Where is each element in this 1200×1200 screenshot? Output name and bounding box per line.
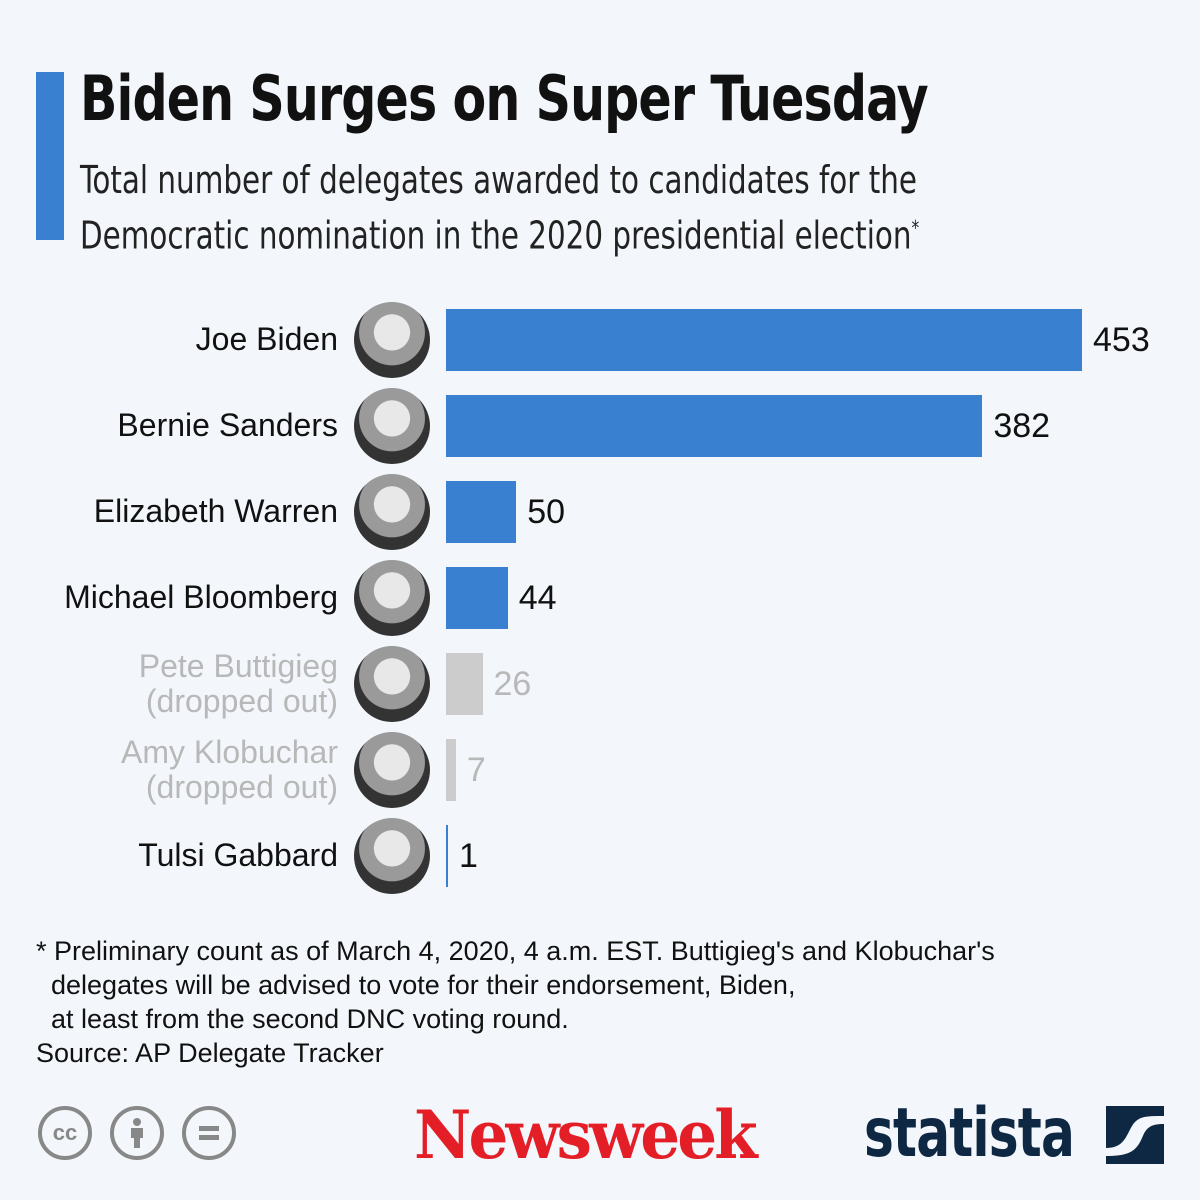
subtitle-line-2: Democratic nomination in the 2020 presid… (80, 213, 912, 258)
attribution-icon[interactable] (110, 1106, 164, 1160)
candidate-photo (354, 732, 430, 808)
category-label: Joe Biden (196, 322, 338, 357)
candidate-name: Michael Bloomberg (64, 579, 338, 615)
creative-commons-icon[interactable]: cc (38, 1106, 92, 1160)
category-label: Tulsi Gabbard (138, 838, 338, 873)
candidate-photo (354, 302, 430, 378)
candidate-note: (dropped out) (145, 683, 338, 719)
bar (446, 395, 983, 457)
candidate-note: (dropped out) (145, 769, 338, 805)
candidate-name: Bernie Sanders (117, 407, 338, 443)
data-label: 7 (466, 751, 486, 789)
bar (446, 309, 1082, 371)
bar (446, 739, 456, 801)
category-label: Michael Bloomberg (64, 580, 338, 615)
footnote-line: * Preliminary count as of March 4, 2020,… (36, 936, 995, 966)
source: Source: AP Delegate Tracker (36, 1038, 384, 1068)
bar (446, 653, 483, 715)
chart-subtitle: Total number of delegates awarded to can… (80, 156, 919, 260)
category-label: Amy Klobuchar (dropped out) (121, 735, 338, 805)
data-label: 50 (527, 493, 566, 531)
footnote-line: at least from the second DNC voting roun… (36, 1004, 569, 1034)
candidate-name: Amy Klobuchar (121, 734, 338, 770)
statista-mark-icon (1106, 1106, 1164, 1164)
candidate-photo (354, 474, 430, 550)
subtitle-line-1: Total number of delegates awarded to can… (80, 158, 917, 202)
footnote: * Preliminary count as of March 4, 2020,… (36, 934, 995, 1070)
chart-title: Biden Surges on Super Tuesday (80, 62, 929, 135)
category-label: Pete Buttigieg (dropped out) (139, 649, 338, 719)
candidate-photo (354, 388, 430, 464)
data-label: 1 (459, 837, 478, 875)
candidate-photo (354, 818, 430, 894)
category-label: Bernie Sanders (117, 408, 338, 443)
newsweek-logo[interactable]: Newsweek (414, 1096, 758, 1174)
bar (446, 567, 508, 629)
data-label: 382 (993, 407, 1051, 445)
candidate-photo (354, 646, 430, 722)
statista-logo[interactable]: statista (864, 1094, 1075, 1173)
no-derivatives-icon[interactable] (182, 1106, 236, 1160)
category-label: Elizabeth Warren (94, 494, 338, 529)
data-label: 453 (1093, 321, 1150, 359)
candidate-photo (354, 560, 430, 636)
bar (446, 825, 448, 887)
candidate-name: Tulsi Gabbard (138, 837, 338, 873)
candidate-name: Joe Biden (195, 321, 338, 357)
footnote-line: delegates will be advised to vote for th… (36, 970, 796, 1000)
data-label: 44 (518, 579, 557, 617)
candidate-name: Pete Buttigieg (138, 648, 338, 684)
subtitle-footnote-mark: * (911, 216, 920, 240)
accent-bar (36, 72, 64, 240)
bar (446, 481, 517, 543)
data-label: 26 (493, 665, 532, 703)
candidate-name: Elizabeth Warren (93, 493, 338, 529)
